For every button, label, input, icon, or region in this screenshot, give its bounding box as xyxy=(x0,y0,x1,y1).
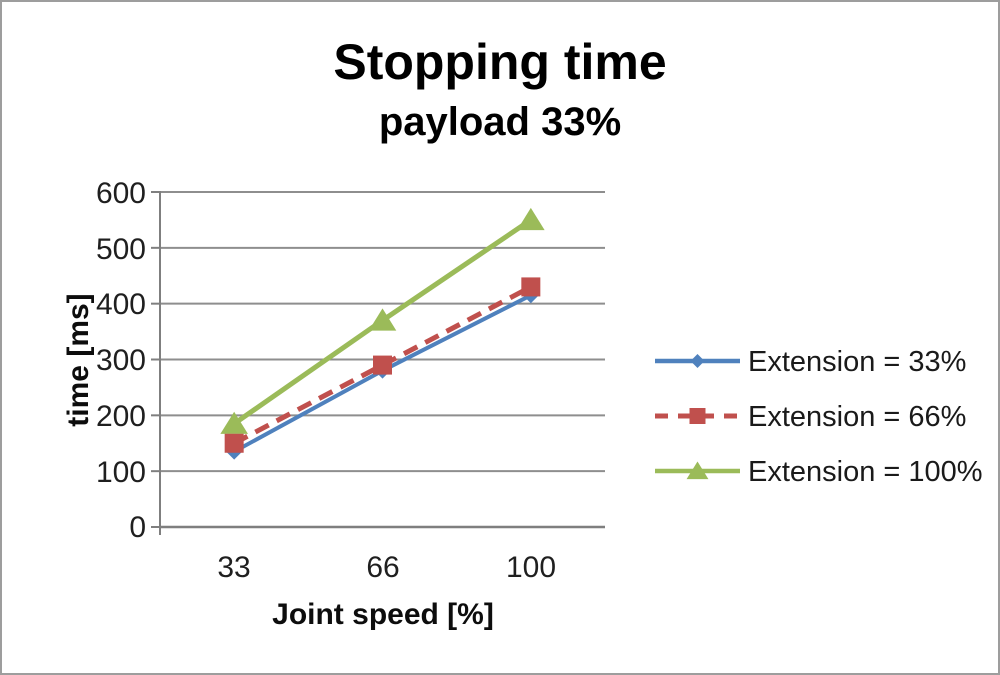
y-axis-tick-labels: 600 500 400 300 200 100 0 xyxy=(96,177,146,544)
chart-subtitle: payload 33% xyxy=(379,100,621,144)
square-marker-icon xyxy=(224,433,244,453)
triangle-marker-icon xyxy=(517,207,545,231)
y-tick-label: 300 xyxy=(96,344,146,377)
series-layer xyxy=(220,207,545,460)
chart-title: Stopping time xyxy=(333,34,666,90)
series-line xyxy=(233,284,532,446)
y-tick-label: 200 xyxy=(96,400,146,433)
legend-entry-label: Extension = 33% xyxy=(748,346,966,378)
triangle-marker-icon xyxy=(686,461,709,480)
square-marker-icon xyxy=(373,355,392,375)
legend-sample-extension-33 xyxy=(655,354,740,368)
diamond-marker-icon xyxy=(690,354,705,368)
legend-sample-extension-66 xyxy=(655,408,740,424)
x-tick-label: 33 xyxy=(217,551,250,584)
legend-entry-label: Extension = 100% xyxy=(748,456,983,488)
series-2 xyxy=(224,277,541,453)
x-tick-label: 66 xyxy=(366,551,399,584)
y-tick-label: 0 xyxy=(129,511,146,544)
y-tick-label: 600 xyxy=(96,177,146,210)
square-marker-icon xyxy=(521,277,541,297)
y-tick-label: 100 xyxy=(96,456,146,489)
square-marker-icon xyxy=(689,408,706,424)
y-axis-title: time [ms] xyxy=(62,293,95,426)
x-tick-label: 100 xyxy=(506,551,556,584)
triangle-marker-icon xyxy=(220,411,248,434)
y-tick-label: 400 xyxy=(96,288,146,321)
series-3 xyxy=(220,207,545,434)
legend-entry-label: Extension = 66% xyxy=(748,401,966,433)
x-axis-title: Joint speed [%] xyxy=(272,598,494,631)
legend-sample-extension-100 xyxy=(655,461,740,480)
legend: Extension = 33% Extension = 66% Extensio… xyxy=(655,346,983,488)
triangle-marker-icon xyxy=(368,308,397,331)
x-axis-tick-labels: 33 66 100 xyxy=(217,551,556,584)
y-tick-label: 500 xyxy=(96,233,146,266)
